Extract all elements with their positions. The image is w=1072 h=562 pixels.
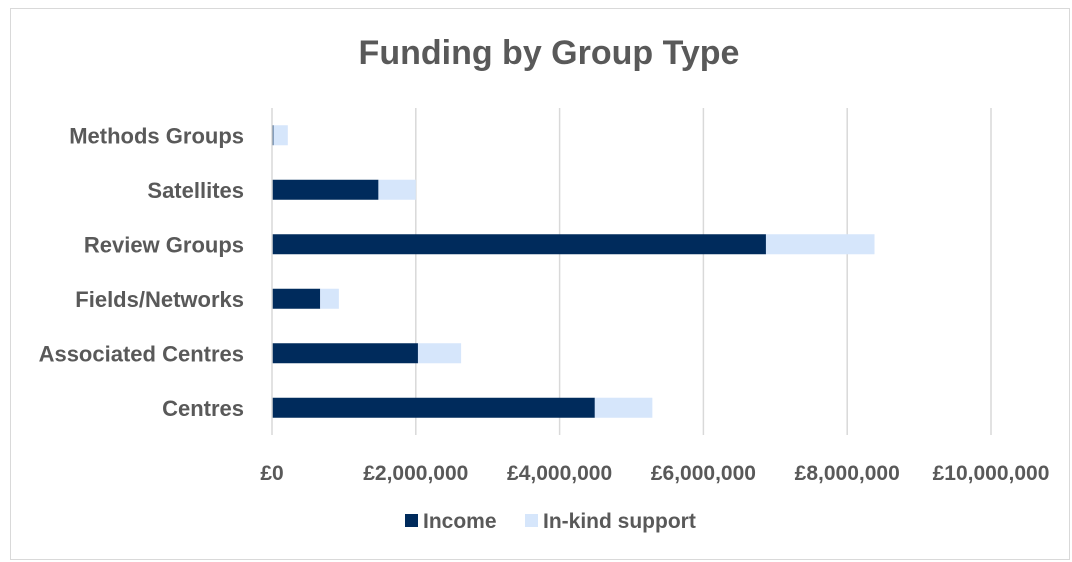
category-label: Methods Groups xyxy=(69,123,244,148)
bar-income xyxy=(272,343,418,364)
bar-income xyxy=(272,288,321,309)
axes: £0 £2,000,000 £4,000,000 £6,000,000 £8,000,0… xyxy=(39,108,1050,485)
x-tick-label: £8,000,000 xyxy=(795,462,900,485)
chart-title: Funding by Group Type xyxy=(359,34,740,72)
bar-in-kind-support xyxy=(765,234,875,255)
bars xyxy=(272,125,875,418)
bar-income xyxy=(272,234,766,255)
chart-frame xyxy=(10,8,1070,560)
bar-income xyxy=(272,397,595,418)
grid-lines xyxy=(415,108,992,435)
x-tick-label: £4,000,000 xyxy=(507,462,612,485)
bar-in-kind-support xyxy=(320,288,339,309)
legend-swatch xyxy=(525,514,538,527)
legend-label: In-kind support xyxy=(543,510,696,533)
x-tick-label: £6,000,000 xyxy=(651,462,756,485)
x-tick-label: £0 xyxy=(260,462,283,485)
category-label: Centres xyxy=(162,396,244,421)
category-label: Review Groups xyxy=(84,232,244,257)
bar-in-kind-support xyxy=(594,397,653,418)
x-tick-label: £2,000,000 xyxy=(363,462,468,485)
x-tick-label: £10,000,000 xyxy=(933,462,1050,485)
category-label: Fields/Networks xyxy=(75,287,244,312)
legend-swatch xyxy=(405,514,418,527)
bar-in-kind-support xyxy=(417,343,462,364)
category-label: Associated Centres xyxy=(39,341,244,366)
legend-label: Income xyxy=(423,510,497,533)
bar-income xyxy=(272,179,379,200)
bar-in-kind-support xyxy=(273,125,288,146)
category-label: Satellites xyxy=(147,178,244,203)
bar-in-kind-support xyxy=(378,179,416,200)
legend: Income In-kind support xyxy=(405,510,696,533)
